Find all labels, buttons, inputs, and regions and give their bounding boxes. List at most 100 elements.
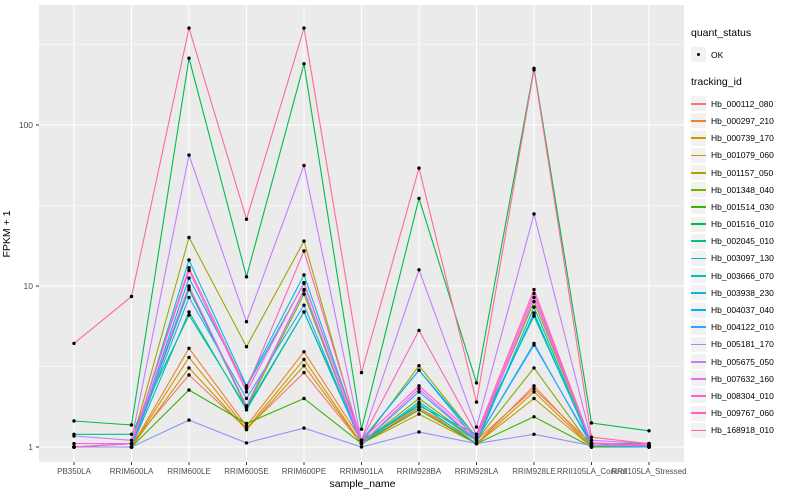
quant-status-legend-title: quant_status [691, 27, 752, 39]
data-point [187, 355, 191, 360]
series-color-key [691, 216, 706, 232]
legend-item-label: Hb_004122_010 [711, 322, 774, 333]
legend-item-Hb_001079_060: Hb_001079_060 [691, 147, 799, 164]
series-line-icon [691, 137, 706, 140]
series-color-key [691, 405, 706, 421]
series-line-icon [691, 377, 706, 380]
data-point [359, 441, 364, 446]
series-line-icon [691, 395, 706, 397]
series-line-icon [691, 412, 706, 415]
data-point [244, 404, 249, 408]
data-point [532, 291, 536, 296]
series-color-key [691, 302, 706, 318]
series-line-icon [691, 309, 706, 312]
data-point [129, 294, 134, 299]
series-line-icon [691, 240, 706, 243]
tracking-id-legend: tracking_id Hb_000112_080 Hb_000297_210 Hb… [691, 76, 799, 439]
legend-item-label: Hb_001514_030 [711, 201, 774, 212]
legend-item-Hb_008304_010: Hb_008304_010 [691, 387, 799, 404]
legend-item-label: Hb_004037_040 [711, 305, 774, 316]
data-point [417, 166, 421, 170]
data-point [532, 68, 536, 72]
data-point [187, 26, 191, 30]
data-point [187, 346, 191, 350]
data-point [187, 153, 191, 157]
data-point [187, 373, 191, 377]
data-point [244, 320, 249, 324]
data-point [187, 310, 191, 314]
y-tick-label: 100 [19, 120, 33, 130]
series-color-key [691, 354, 706, 370]
legend-item-label: Hb_003097_130 [711, 253, 774, 264]
data-point [532, 287, 536, 292]
data-point [417, 384, 421, 388]
series-line-icon [691, 120, 706, 122]
x-tick-label: RRII105LA_Control [557, 467, 627, 476]
data-point [532, 313, 536, 317]
data-point [532, 432, 536, 436]
data-point [72, 441, 76, 446]
quant-status-legend: quant_status OK [691, 27, 799, 63]
data-point [359, 370, 364, 375]
data-point [129, 432, 134, 436]
data-point [244, 421, 249, 426]
data-point [244, 424, 249, 428]
x-tick-label: RRIM600SE [224, 467, 268, 476]
legend-item-label: Hb_009767_060 [711, 408, 774, 419]
data-point [187, 268, 191, 273]
data-point [359, 427, 364, 431]
legend-item-label: Hb_168918_010 [711, 425, 774, 436]
y-axis-title: FPKM + 1 [1, 210, 13, 258]
data-point [187, 276, 191, 280]
data-point [302, 249, 306, 253]
data-point [187, 266, 191, 270]
series-color-key [691, 285, 706, 301]
data-point [302, 280, 306, 285]
series-color-key [691, 182, 706, 198]
data-point [647, 441, 651, 446]
series-line-icon [691, 429, 706, 432]
legend: quant_status OK tracking_id Hb_000112_08… [691, 27, 799, 439]
data-point [417, 408, 421, 412]
legend-item-label: Hb_000297_210 [711, 115, 774, 126]
legend-item-label: Hb_001516_010 [711, 219, 774, 230]
legend-item-label: Hb_001348_040 [711, 184, 774, 195]
data-point [72, 434, 76, 438]
legend-item-label: Hb_005181_170 [711, 339, 774, 350]
data-point [244, 345, 249, 349]
data-point [417, 268, 421, 272]
data-point [532, 299, 536, 304]
series-line-icon [691, 292, 706, 294]
data-point [302, 370, 306, 375]
legend-item-Hb_009767_060: Hb_009767_060 [691, 405, 799, 422]
data-point [417, 430, 421, 434]
series-line-icon [691, 223, 706, 226]
data-point [359, 445, 364, 449]
x-tick-label: RRIM928LA [455, 467, 499, 476]
data-point [532, 390, 536, 394]
series-color-key [691, 165, 706, 181]
series-color-key [691, 130, 706, 146]
legend-item-Hb_003938_230: Hb_003938_230 [691, 284, 799, 301]
data-point [244, 428, 249, 432]
legend-item-Hb_003097_130: Hb_003097_130 [691, 250, 799, 267]
legend-item-ok: OK [691, 46, 799, 63]
data-point [244, 408, 249, 412]
data-point [72, 341, 76, 346]
data-point [129, 423, 134, 427]
x-tick-label: RRII105LA_Stressed [611, 467, 686, 476]
series-color-key [691, 250, 706, 266]
data-point [532, 415, 536, 419]
series-line-icon [691, 326, 706, 329]
data-point [302, 396, 306, 401]
series-color-key [691, 96, 706, 112]
data-point [417, 396, 421, 401]
data-point [244, 275, 249, 279]
data-point [474, 435, 479, 439]
data-point [302, 163, 306, 168]
series-line-icon [691, 257, 706, 260]
data-point [417, 364, 421, 368]
data-point [302, 426, 306, 430]
data-point [589, 438, 594, 442]
